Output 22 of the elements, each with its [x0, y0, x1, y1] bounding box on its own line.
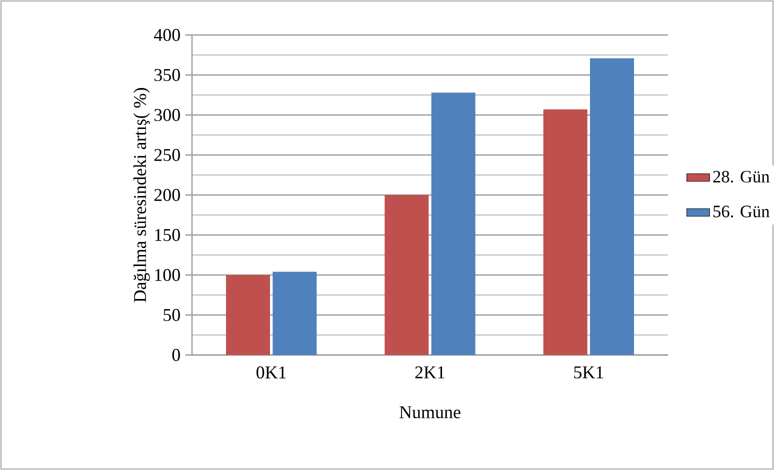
y-tick-label: 0: [172, 348, 180, 362]
x-tick-label: 5K1: [574, 366, 604, 378]
y-tick-label: 50: [164, 308, 180, 322]
x-tick-label: 0K1: [256, 366, 286, 378]
y-tick-label: 400: [154, 28, 180, 42]
bar: [384, 194, 429, 355]
legend-label: 28. Gün: [713, 170, 770, 183]
bar: [272, 272, 317, 355]
legend-label: 56. Gün: [714, 206, 770, 218]
bar: [431, 92, 476, 355]
x-axis-title: Numune: [400, 406, 460, 418]
y-tick-label: 250: [154, 148, 180, 162]
x-tick-label: 2K1: [415, 366, 444, 378]
y-tick-label: 350: [154, 68, 180, 82]
bar: [543, 109, 588, 355]
bar: [590, 58, 634, 355]
bar: [226, 274, 270, 355]
y-tick-label: 150: [155, 228, 180, 242]
y-tick-label: 200: [154, 188, 180, 202]
y-axis-title: Dağılma süresindeki artış( %): [133, 88, 150, 302]
y-tick-label: 100: [155, 268, 180, 282]
y-tick-label: 300: [154, 108, 180, 122]
